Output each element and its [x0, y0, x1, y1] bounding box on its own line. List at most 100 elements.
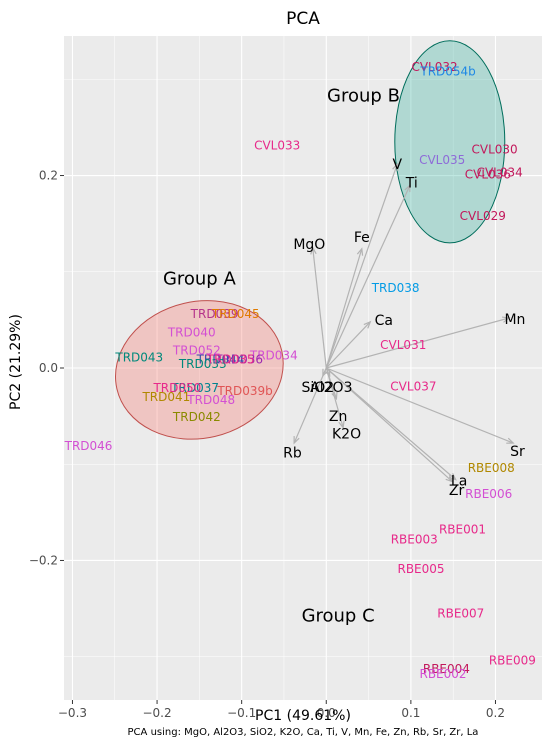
sample-cvl037: CVL037: [390, 379, 436, 393]
arrowhead: [501, 316, 511, 323]
arrowhead: [310, 246, 317, 255]
y-axis-label: PC2 (21.29%): [8, 314, 24, 410]
sample-trd041: TRD041: [141, 390, 190, 404]
loading-label-sr: Sr: [510, 444, 525, 460]
loading-label-fe: Fe: [354, 230, 370, 246]
group-label-group-c: Group C: [302, 605, 375, 626]
sample-cvl033: CVL033: [254, 139, 300, 153]
loading-label-v: V: [393, 157, 403, 173]
sample-cvl036: CVL036: [465, 168, 511, 182]
loading-label-k2o: K2O: [332, 426, 361, 442]
ellipse-group-a: [115, 300, 284, 440]
loading-label-al2o3: Al2O3: [310, 380, 352, 396]
loading-label-rb: Rb: [283, 446, 302, 462]
loading-arrow-ca: [325, 321, 371, 369]
loading-arrow-ti: [325, 184, 411, 369]
x-tick-label: −0.2: [142, 706, 171, 720]
sample-cvl029: CVL029: [460, 209, 506, 223]
loading-arrow-zr: [325, 367, 453, 482]
arrowhead: [392, 162, 399, 172]
sample-cvl030: CVL030: [472, 143, 518, 157]
sample-trd043: TRD043: [114, 350, 163, 364]
loading-label-mn: Mn: [504, 312, 525, 328]
sample-cvl031: CVL031: [380, 338, 426, 352]
sample-labels: CVL033CVL032TRD054bCVL030CVL035CVL034CVL…: [64, 60, 536, 681]
group-labels: Group A Group B Group C: [163, 86, 400, 627]
loading-arrow-v: [325, 163, 398, 369]
loading-arrow-mgo: [312, 247, 327, 369]
loading-label-ti: Ti: [405, 175, 418, 191]
sample-rbe009: RBE009: [489, 654, 536, 668]
sample-trd039: TRD039: [190, 307, 239, 321]
sample-rbe008: RBE008: [468, 461, 515, 475]
arrowhead: [338, 420, 345, 430]
sample-cvl034: CVL034: [477, 166, 523, 180]
arrowhead: [363, 320, 372, 329]
sample-rbe003: RBE003: [391, 532, 438, 546]
chart-title: PCA: [286, 9, 320, 29]
ellipse-group-b: [394, 40, 506, 244]
loading-label-la: La: [451, 474, 467, 490]
sample-trd034: TRD034: [249, 348, 298, 362]
y-tick-label: −0.2: [29, 553, 58, 567]
sample-trd048: TRD048: [186, 393, 235, 407]
loading-arrow-fe: [325, 248, 363, 369]
sample-trd035: TRD035: [206, 352, 255, 366]
x-tick-label: 0.1: [401, 706, 420, 720]
arrowhead: [331, 391, 338, 401]
sample-trd052: TRD052: [172, 344, 221, 358]
group-ellipses: [115, 40, 506, 440]
group-label-group-a: Group A: [163, 269, 237, 290]
sample-rbe005: RBE005: [397, 562, 444, 576]
sample-trd042: TRD042: [172, 410, 221, 424]
sample-cvl032: CVL032: [411, 60, 457, 74]
y-tick-label: 0.2: [39, 169, 58, 183]
group-label-group-b: Group B: [327, 86, 400, 107]
x-axis-ticks: −0.3 −0.2 −0.1 0.0 0.1 0.2: [58, 700, 505, 720]
loading-arrow-mn: [326, 317, 510, 369]
loading-arrow-rb: [293, 367, 327, 444]
sample-rbe002: RBE002: [419, 667, 466, 681]
sample-rbe006: RBE006: [465, 487, 512, 501]
loading-arrows: [293, 162, 515, 483]
sample-trd037: TRD037: [170, 381, 219, 395]
arrowhead: [293, 436, 300, 445]
major-gridlines: [64, 36, 542, 700]
sample-trd036: TRD036: [214, 352, 263, 366]
arrowhead: [448, 473, 457, 481]
chart-caption: PCA using: MgO, Al2O3, SiO2, K2O, Ca, Ti…: [128, 727, 479, 738]
sample-trd054b: TRD054b: [419, 65, 475, 79]
arrowhead: [404, 183, 411, 193]
sample-trd045: TRD045: [211, 307, 260, 321]
y-tick-label: 0.0: [39, 361, 58, 375]
loading-label-zr: Zr: [449, 483, 465, 499]
loading-label-sio2: SiO2: [301, 380, 334, 396]
loading-arrow-sr: [326, 367, 514, 444]
sample-cvl035: CVL035: [419, 153, 465, 167]
sample-trd044: TRD044: [196, 352, 245, 366]
sample-trd039b: TRD039b: [216, 384, 272, 398]
x-tick-label: −0.3: [58, 706, 87, 720]
arrowhead: [356, 247, 364, 256]
sample-rbe001: RBE001: [439, 523, 486, 537]
x-axis-label: PC1 (49.61%): [255, 708, 351, 724]
loading-label-zn: Zn: [329, 409, 347, 425]
loading-arrow-la: [325, 367, 457, 481]
loading-label-mgo: MgO: [293, 237, 325, 253]
loading-arrow-zn: [325, 367, 337, 399]
x-tick-label: 0.2: [486, 706, 505, 720]
sample-rbe004: RBE004: [423, 662, 470, 676]
sample-trd046: TRD046: [64, 439, 113, 453]
sample-trd033: TRD033: [178, 357, 227, 371]
sample-trd040: TRD040: [167, 325, 216, 339]
sample-trd050: TRD050: [152, 381, 201, 395]
sample-trd038: TRD038: [371, 281, 420, 295]
x-tick-label: 0.0: [317, 706, 336, 720]
y-axis-ticks: 0.2 0.0 −0.2: [29, 169, 64, 567]
sample-rbe007: RBE007: [437, 606, 484, 620]
x-tick-label: −0.1: [227, 706, 256, 720]
loading-label-ca: Ca: [375, 313, 393, 329]
arrowhead: [506, 437, 515, 444]
